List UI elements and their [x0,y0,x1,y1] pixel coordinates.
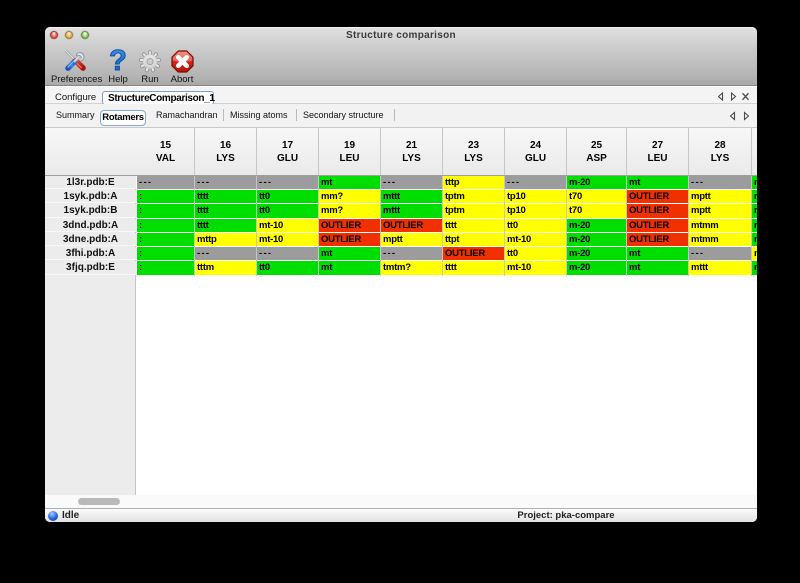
svg-text:?: ? [109,46,127,75]
